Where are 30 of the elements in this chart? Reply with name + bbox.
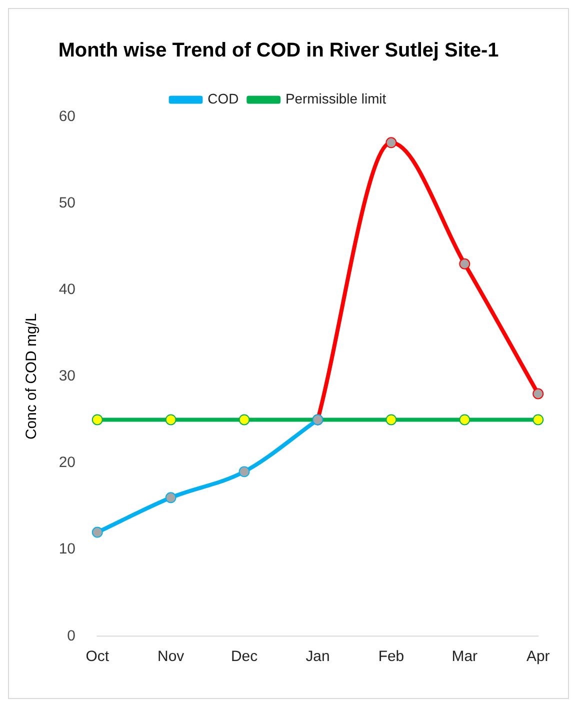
point bbox=[92, 414, 103, 426]
y-tick-label: 0 bbox=[67, 627, 76, 644]
x-tick-label: Apr bbox=[526, 648, 550, 666]
point bbox=[386, 414, 397, 426]
point bbox=[532, 388, 544, 400]
y-tick-label: 60 bbox=[58, 108, 76, 125]
y-tick-label: 30 bbox=[58, 368, 76, 385]
y-tick-label: 50 bbox=[58, 194, 76, 212]
x-tick-label: Nov bbox=[158, 648, 185, 666]
point bbox=[459, 258, 470, 270]
x-tick-label: Mar bbox=[452, 648, 478, 666]
x-tick-label: Oct bbox=[86, 648, 110, 666]
point bbox=[165, 414, 176, 426]
point bbox=[459, 414, 470, 426]
y-tick-label: 10 bbox=[58, 540, 76, 558]
point bbox=[532, 414, 544, 426]
y-tick-label: 20 bbox=[58, 454, 76, 472]
legend-label: Permissible limit bbox=[286, 90, 386, 107]
point bbox=[92, 526, 103, 538]
x-tick-label: Jan bbox=[306, 648, 330, 666]
point bbox=[386, 137, 397, 148]
point bbox=[165, 492, 176, 504]
point bbox=[238, 466, 250, 478]
legend-label: COD bbox=[208, 90, 239, 107]
point bbox=[238, 414, 250, 426]
x-tick-label: Feb bbox=[378, 648, 404, 666]
chart-title: Month wise Trend of COD in River Sutlej Site-1 bbox=[58, 39, 499, 62]
y-axis-title: Conc of COD mg/L bbox=[23, 313, 40, 440]
x-tick-label: Dec bbox=[230, 648, 258, 666]
y-tick-label: 40 bbox=[58, 280, 76, 298]
